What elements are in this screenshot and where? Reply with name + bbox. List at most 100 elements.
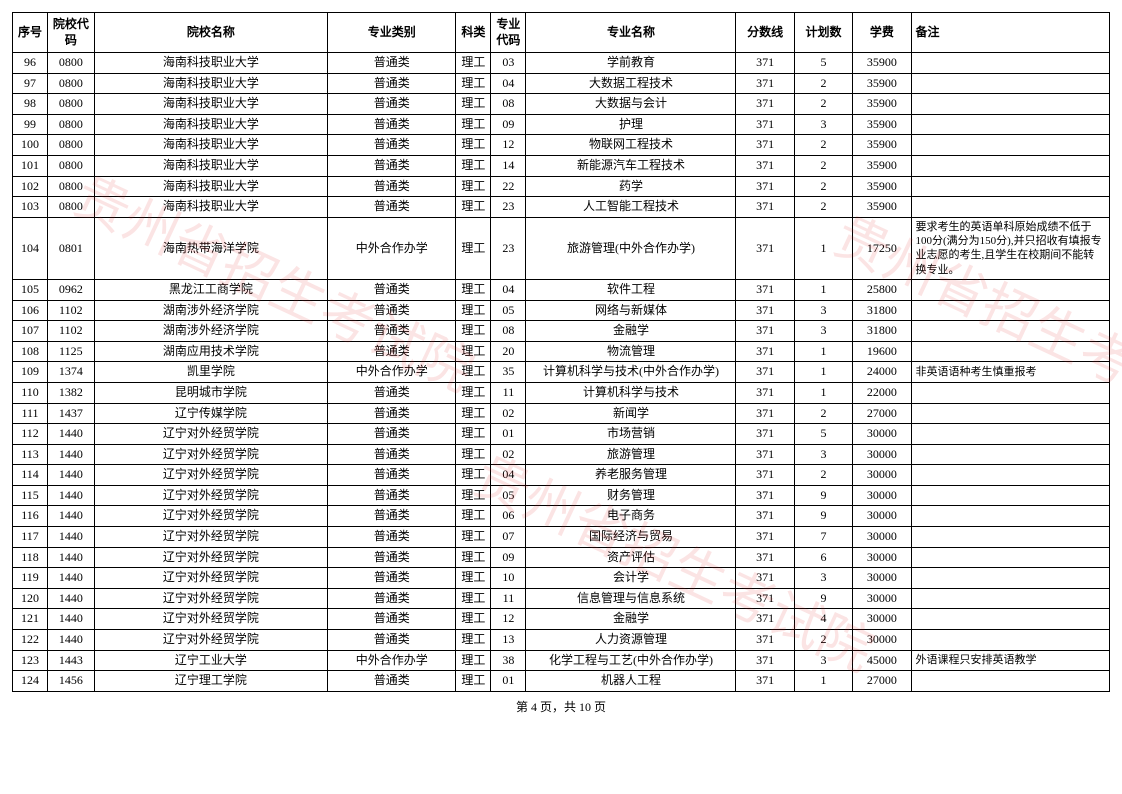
cell-cat: 普通类 bbox=[328, 135, 456, 156]
table-row: 1191440辽宁对外经贸学院普通类理工10会计学371330000 bbox=[13, 568, 1110, 589]
cell-sci: 理工 bbox=[456, 135, 491, 156]
page-indicator: 第 4 页，共 10 页 bbox=[12, 698, 1110, 715]
cell-note bbox=[911, 73, 1109, 94]
cell-mname: 软件工程 bbox=[526, 279, 736, 300]
cell-fee: 35900 bbox=[853, 94, 911, 115]
cell-scode: 1440 bbox=[48, 527, 95, 548]
cell-note bbox=[911, 444, 1109, 465]
col-header-sname: 院校名称 bbox=[94, 13, 327, 53]
cell-plan: 5 bbox=[794, 424, 852, 445]
cell-plan: 2 bbox=[794, 465, 852, 486]
cell-cat: 普通类 bbox=[328, 53, 456, 74]
cell-mcode: 23 bbox=[491, 217, 526, 279]
cell-sci: 理工 bbox=[456, 217, 491, 279]
cell-sci: 理工 bbox=[456, 321, 491, 342]
cell-mcode: 01 bbox=[491, 424, 526, 445]
cell-seq: 120 bbox=[13, 588, 48, 609]
cell-mcode: 05 bbox=[491, 485, 526, 506]
cell-note bbox=[911, 424, 1109, 445]
cell-note: 外语课程只安排英语教学 bbox=[911, 650, 1109, 671]
cell-scode: 0962 bbox=[48, 279, 95, 300]
cell-sname: 辽宁对外经贸学院 bbox=[94, 465, 327, 486]
table-row: 1050962黑龙江工商学院普通类理工04软件工程371125800 bbox=[13, 279, 1110, 300]
cell-cat: 普通类 bbox=[328, 321, 456, 342]
col-header-plan: 计划数 bbox=[794, 13, 852, 53]
cell-scode: 1437 bbox=[48, 403, 95, 424]
table-row: 1010800海南科技职业大学普通类理工14新能源汽车工程技术371235900 bbox=[13, 155, 1110, 176]
cell-fee: 30000 bbox=[853, 444, 911, 465]
cell-mname: 计算机科学与技术(中外合作办学) bbox=[526, 362, 736, 383]
cell-scode: 1440 bbox=[48, 547, 95, 568]
table-row: 1091374凯里学院中外合作办学理工35计算机科学与技术(中外合作办学)371… bbox=[13, 362, 1110, 383]
col-header-cat: 专业类别 bbox=[328, 13, 456, 53]
cell-sname: 湖南涉外经济学院 bbox=[94, 321, 327, 342]
table-row: 1071102湖南涉外经济学院普通类理工08金融学371331800 bbox=[13, 321, 1110, 342]
cell-sci: 理工 bbox=[456, 341, 491, 362]
cell-seq: 110 bbox=[13, 382, 48, 403]
cell-plan: 9 bbox=[794, 588, 852, 609]
cell-note bbox=[911, 403, 1109, 424]
cell-note bbox=[911, 341, 1109, 362]
cell-score: 371 bbox=[736, 362, 794, 383]
col-header-fee: 学费 bbox=[853, 13, 911, 53]
table-body: 960800海南科技职业大学普通类理工03学前教育371535900970800… bbox=[13, 53, 1110, 692]
cell-seq: 121 bbox=[13, 609, 48, 630]
cell-seq: 123 bbox=[13, 650, 48, 671]
cell-scode: 1440 bbox=[48, 630, 95, 651]
cell-sname: 辽宁对外经贸学院 bbox=[94, 506, 327, 527]
cell-scode: 1102 bbox=[48, 321, 95, 342]
cell-fee: 45000 bbox=[853, 650, 911, 671]
cell-plan: 9 bbox=[794, 485, 852, 506]
cell-plan: 3 bbox=[794, 650, 852, 671]
cell-scode: 0800 bbox=[48, 94, 95, 115]
cell-sname: 海南科技职业大学 bbox=[94, 73, 327, 94]
cell-plan: 2 bbox=[794, 403, 852, 424]
cell-plan: 2 bbox=[794, 94, 852, 115]
cell-seq: 105 bbox=[13, 279, 48, 300]
cell-sci: 理工 bbox=[456, 155, 491, 176]
table-row: 1231443辽宁工业大学中外合作办学理工38化学工程与工艺(中外合作办学)37… bbox=[13, 650, 1110, 671]
cell-fee: 30000 bbox=[853, 568, 911, 589]
cell-note bbox=[911, 609, 1109, 630]
cell-note bbox=[911, 465, 1109, 486]
table-row: 980800海南科技职业大学普通类理工08大数据与会计371235900 bbox=[13, 94, 1110, 115]
cell-sci: 理工 bbox=[456, 547, 491, 568]
cell-score: 371 bbox=[736, 135, 794, 156]
cell-seq: 116 bbox=[13, 506, 48, 527]
table-row: 970800海南科技职业大学普通类理工04大数据工程技术371235900 bbox=[13, 73, 1110, 94]
cell-seq: 109 bbox=[13, 362, 48, 383]
cell-sci: 理工 bbox=[456, 279, 491, 300]
cell-fee: 35900 bbox=[853, 176, 911, 197]
table-row: 1000800海南科技职业大学普通类理工12物联网工程技术371235900 bbox=[13, 135, 1110, 156]
cell-mname: 机器人工程 bbox=[526, 671, 736, 692]
cell-sci: 理工 bbox=[456, 527, 491, 548]
cell-sname: 凯里学院 bbox=[94, 362, 327, 383]
cell-scode: 1440 bbox=[48, 465, 95, 486]
table-row: 1020800海南科技职业大学普通类理工22药学371235900 bbox=[13, 176, 1110, 197]
cell-fee: 27000 bbox=[853, 671, 911, 692]
cell-fee: 24000 bbox=[853, 362, 911, 383]
cell-score: 371 bbox=[736, 341, 794, 362]
cell-score: 371 bbox=[736, 53, 794, 74]
cell-fee: 35900 bbox=[853, 135, 911, 156]
cell-sname: 海南科技职业大学 bbox=[94, 53, 327, 74]
cell-scode: 0800 bbox=[48, 73, 95, 94]
cell-mcode: 04 bbox=[491, 73, 526, 94]
cell-mcode: 12 bbox=[491, 609, 526, 630]
cell-fee: 35900 bbox=[853, 114, 911, 135]
cell-mname: 人力资源管理 bbox=[526, 630, 736, 651]
table-row: 1131440辽宁对外经贸学院普通类理工02旅游管理371330000 bbox=[13, 444, 1110, 465]
cell-fee: 27000 bbox=[853, 403, 911, 424]
cell-sci: 理工 bbox=[456, 176, 491, 197]
cell-cat: 普通类 bbox=[328, 609, 456, 630]
cell-note bbox=[911, 155, 1109, 176]
cell-scode: 1125 bbox=[48, 341, 95, 362]
cell-seq: 119 bbox=[13, 568, 48, 589]
cell-seq: 106 bbox=[13, 300, 48, 321]
cell-cat: 普通类 bbox=[328, 444, 456, 465]
cell-sci: 理工 bbox=[456, 630, 491, 651]
cell-note bbox=[911, 53, 1109, 74]
cell-plan: 3 bbox=[794, 300, 852, 321]
cell-fee: 30000 bbox=[853, 465, 911, 486]
cell-plan: 1 bbox=[794, 382, 852, 403]
